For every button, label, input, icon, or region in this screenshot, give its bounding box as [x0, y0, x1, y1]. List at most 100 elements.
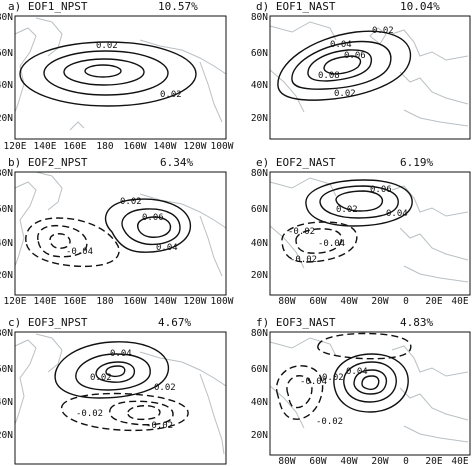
y-tick-label: 20N	[0, 270, 13, 281]
x-tick-label: 20W	[371, 296, 388, 307]
y-tick-label: 40N	[251, 238, 268, 249]
contour-label: -0.02	[146, 421, 173, 431]
contour-label: 0.04	[346, 367, 368, 377]
x-tick-label: 160E	[64, 296, 87, 307]
y-tick-label: 80N	[0, 168, 13, 179]
plot-frame	[14, 15, 227, 140]
x-tick-label: 160E	[64, 141, 87, 152]
y-tick-label: 60N	[0, 204, 13, 215]
panel-variance: 6.34%	[160, 156, 193, 169]
coastline-map	[14, 17, 227, 131]
y-axis: 80N 60N 40N 20N	[251, 328, 268, 441]
plot-frame	[269, 171, 471, 296]
x-tick-label: 20E	[425, 456, 442, 466]
contours	[277, 30, 412, 101]
contour-label: 0.02	[96, 41, 118, 51]
plot-frame	[269, 331, 471, 456]
x-tick-label: 140E	[34, 296, 57, 307]
x-tick-label: 40E	[451, 456, 468, 466]
y-tick-label: 60N	[0, 48, 13, 59]
y-tick-label: 20N	[251, 430, 268, 441]
y-tick-label: 40N	[251, 397, 268, 408]
contours	[54, 341, 189, 432]
y-axis: 80N 60N 40N 20N	[0, 328, 13, 441]
contour-label: 0.02	[372, 26, 394, 36]
contour-label: 0.04	[386, 209, 408, 219]
coastline-map	[14, 333, 227, 455]
x-tick-label: 160W	[124, 141, 147, 152]
panel-variance: 10.57%	[158, 0, 198, 13]
coastline-map	[269, 177, 469, 283]
panel-b: b) EOF2_NPST 6.34% 0.02 0.06 0.04 -0.04 …	[0, 156, 234, 307]
contour-label: 0.06	[344, 51, 366, 61]
panel-title: f) EOF3_NAST	[256, 316, 336, 329]
x-tick-label: 100W	[211, 296, 234, 307]
panel-title: e) EOF2_NAST	[256, 156, 336, 169]
y-tick-label: 40N	[0, 238, 13, 249]
y-tick-label: 40N	[251, 80, 268, 91]
panel-f: f) EOF3_NAST 4.83% -0.04 0.02 0.04 -0.02…	[251, 316, 471, 466]
x-tick-label: 160W	[124, 296, 147, 307]
coastline-map	[14, 171, 227, 277]
y-tick-label: 20N	[0, 113, 13, 124]
y-tick-label: 40N	[0, 80, 13, 91]
plot-frame	[269, 15, 471, 140]
contour-label: 0.06	[370, 185, 392, 195]
y-tick-label: 80N	[0, 12, 13, 23]
x-tick-label: 120W	[184, 296, 207, 307]
y-tick-label: 80N	[251, 168, 268, 179]
contour-label: 0.02	[154, 383, 176, 393]
contour-label: 0.02	[160, 90, 182, 100]
coastline-map	[269, 337, 469, 443]
x-tick-label: 0	[403, 296, 409, 307]
panel-variance: 4.83%	[400, 316, 433, 329]
contours	[19, 41, 197, 107]
panel-title: c) EOF3_NPST	[8, 316, 88, 329]
contours	[25, 198, 191, 268]
y-tick-label: 60N	[251, 364, 268, 375]
panel-variance: 6.19%	[400, 156, 433, 169]
x-tick-label: 140W	[154, 296, 177, 307]
x-axis: 120E 140E 160E 180 160W 140W 120W 100W	[4, 141, 234, 152]
panel-a: a) EOF1_NPST 10.57% 0.02 0.02 80N 60N 40…	[0, 0, 234, 152]
x-tick-label: 140W	[154, 141, 177, 152]
y-tick-label: 80N	[251, 328, 268, 339]
y-tick-label: 20N	[0, 430, 13, 441]
x-tick-label: 40W	[340, 456, 357, 466]
contour-label: -0.02	[316, 417, 343, 427]
x-axis: 120E 140E 160E 180 160W 140W 120W 100W	[4, 296, 234, 307]
panel-title: b) EOF2_NPST	[8, 156, 88, 169]
x-tick-label: 180	[96, 141, 113, 152]
contour-label: -0.04	[66, 247, 93, 257]
x-tick-label: 60W	[309, 456, 326, 466]
y-tick-label: 80N	[251, 12, 268, 23]
panel-title: d) EOF1_NAST	[256, 0, 336, 13]
contour-label: -0.04	[318, 239, 345, 249]
panel-variance: 10.04%	[400, 0, 440, 13]
x-tick-label: 120E	[4, 296, 27, 307]
contour-label: 0.04	[330, 40, 352, 50]
x-tick-label: 20E	[425, 296, 442, 307]
coastline-map	[269, 21, 469, 127]
panel-variance: 4.67%	[158, 316, 191, 329]
contour-label: -0.02	[76, 409, 103, 419]
x-tick-label: 80W	[278, 296, 295, 307]
contour-label: -0.02	[290, 255, 317, 265]
x-tick-label: 40W	[340, 296, 357, 307]
y-axis: 80N 60N 40N 20N	[251, 168, 268, 281]
x-tick-label: 120W	[184, 141, 207, 152]
x-axis: 80W 60W 40W 20W 0 20E 40E	[278, 456, 468, 466]
contour-label: -0.02	[288, 227, 315, 237]
contour-label: 0.06	[142, 213, 164, 223]
x-tick-label: 60W	[309, 296, 326, 307]
contours	[275, 332, 412, 420]
contour-label: -0.04	[300, 377, 327, 387]
plot-frame	[14, 171, 227, 296]
x-tick-label: 180	[96, 296, 113, 307]
y-tick-label: 40N	[0, 397, 13, 408]
contour-label: 0.02	[334, 89, 356, 99]
contour-label: 0.02	[322, 373, 344, 383]
contour-label: 0.02	[120, 197, 142, 207]
y-tick-label: 80N	[0, 328, 13, 339]
y-tick-label: 60N	[0, 364, 13, 375]
